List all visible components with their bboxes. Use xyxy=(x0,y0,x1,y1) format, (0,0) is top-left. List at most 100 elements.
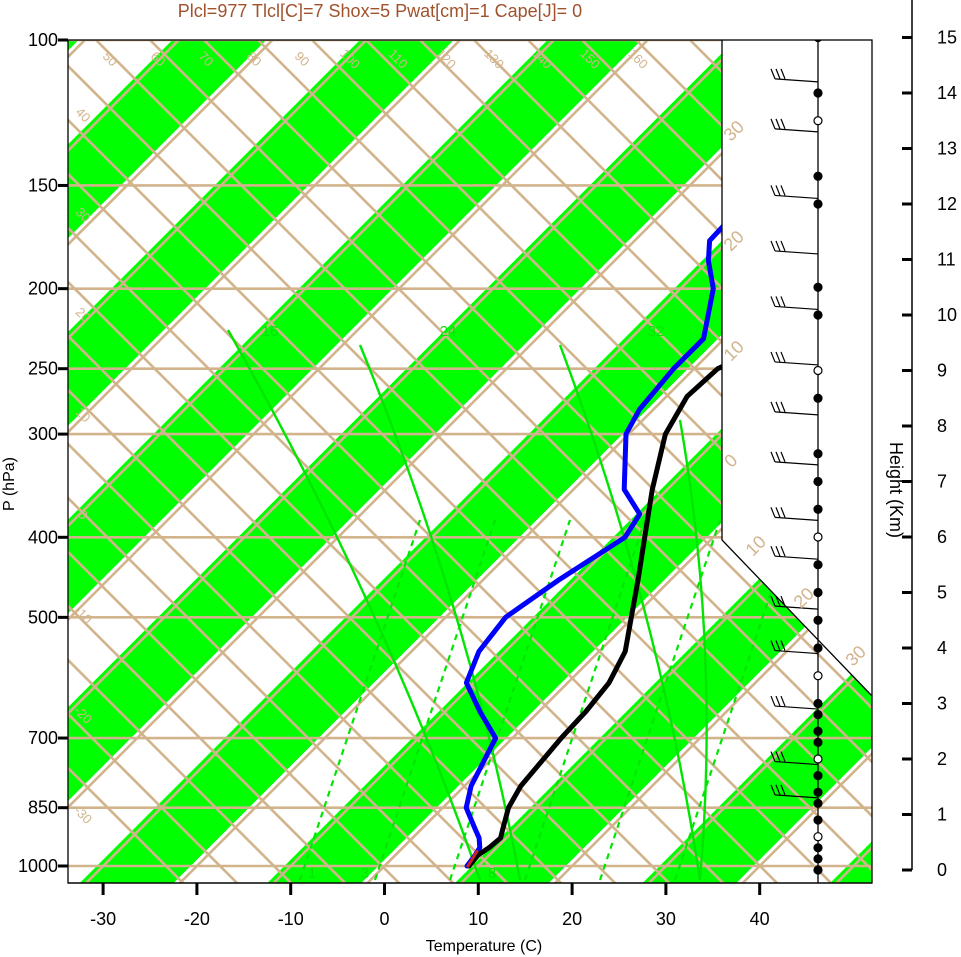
wind-barb-flag xyxy=(770,507,776,518)
adiabat-line xyxy=(473,40,872,440)
mixing-ratio-lines xyxy=(226,329,797,881)
mixing-ratio-label: 32 xyxy=(648,323,665,340)
wind-level-marker xyxy=(813,449,823,459)
y-axis-title: P (hPa) xyxy=(1,457,18,511)
wind-barb-flag xyxy=(770,185,776,196)
isotherm-line xyxy=(68,40,838,810)
height-tick-label: 4 xyxy=(937,638,947,658)
wind-barb-flag xyxy=(775,240,781,252)
adiabat-line xyxy=(68,496,455,883)
wind-barb-flag xyxy=(780,545,786,557)
wind-barb-flag xyxy=(770,640,776,651)
height-tick-label: 12 xyxy=(937,194,957,214)
y-tick-label: 1000 xyxy=(18,856,58,876)
adiabat-band xyxy=(68,40,79,51)
wind-barb xyxy=(774,128,819,133)
height-tick-label: 7 xyxy=(937,472,947,492)
wind-barb-flag xyxy=(780,507,786,518)
wind-barb-flag xyxy=(780,240,786,252)
wind-level-marker xyxy=(813,587,823,598)
x-tick-label: 0 xyxy=(379,909,389,929)
wind-level-marker xyxy=(813,560,823,570)
adiabat-band xyxy=(267,278,872,883)
adiabat-line xyxy=(149,40,872,764)
x-tick-label: 30 xyxy=(656,909,676,929)
wind-barb-flag xyxy=(770,695,776,707)
parcel-line xyxy=(466,849,479,868)
wind-level-marker xyxy=(813,671,823,681)
wind-barb-flag xyxy=(780,695,786,707)
wind-level-marker xyxy=(813,476,823,487)
mixing-ratio-line xyxy=(673,519,797,881)
wind-level-marker xyxy=(813,88,823,98)
wind-level-marker xyxy=(813,854,823,864)
adiabat-line xyxy=(257,40,872,656)
x-tick-label: 10 xyxy=(468,909,488,929)
wind-barb-flag xyxy=(780,401,786,413)
wind-barb xyxy=(775,12,818,15)
wind-barb-flag xyxy=(775,451,781,463)
axes: -30 -20 -10 0 10 20 30 401001502002503004005007… xyxy=(18,0,957,929)
wind-barb xyxy=(774,605,819,610)
wind-barb xyxy=(774,794,819,799)
wind-barb-flag xyxy=(775,296,781,307)
x-axis-title: Temperature (C) xyxy=(426,938,542,955)
adiabat-band xyxy=(68,40,829,801)
moist-adiabat-line xyxy=(558,344,702,881)
wind-barb xyxy=(774,461,819,466)
wind-panel-mask xyxy=(722,40,872,696)
wind-barb-flag xyxy=(775,507,781,518)
height-tick-label: 10 xyxy=(937,305,957,325)
isotherm-line xyxy=(178,189,872,883)
wind-barb-flag xyxy=(770,240,776,252)
wind-barb-flag xyxy=(775,401,781,413)
wind-barb-flag xyxy=(770,401,776,413)
wind-barb-flag xyxy=(775,640,781,651)
x-tick-label: 40 xyxy=(750,909,770,929)
wind-barb xyxy=(774,516,819,521)
adiabat-line xyxy=(68,658,293,883)
adiabat-band xyxy=(830,841,872,883)
mixing-ratio-line xyxy=(523,519,647,881)
wind-barb-flag xyxy=(775,784,781,796)
height-tick-label: 6 xyxy=(937,527,947,547)
wind-level-marker xyxy=(813,754,823,764)
wind-barb xyxy=(774,361,819,366)
x-tick-label: -20 xyxy=(184,909,210,929)
y-tick-label: 250 xyxy=(28,359,58,379)
isotherm-line xyxy=(68,40,462,434)
mixing-ratio-label: 3 xyxy=(361,865,369,882)
mixing-ratio-label: 1 xyxy=(308,865,316,882)
height-tick-label: 3 xyxy=(937,694,947,714)
wind-barb-flag xyxy=(770,118,776,130)
wind-level-marker xyxy=(813,282,823,292)
isotherm-line xyxy=(647,658,872,883)
height-tick-label: 5 xyxy=(937,583,947,603)
isotherm-label: 50 xyxy=(100,48,121,69)
height-tick-label: 8 xyxy=(937,416,947,436)
wind-barb xyxy=(774,649,819,655)
height-tick-label: 2 xyxy=(937,749,947,769)
wind-barb xyxy=(774,305,819,311)
wind-level-marker xyxy=(813,643,823,653)
wind-barb xyxy=(774,411,819,416)
height-tick-label: 1 xyxy=(937,805,947,825)
wind-barb-flag xyxy=(770,296,776,307)
wind-level-marker xyxy=(813,709,823,720)
wind-barb-flag xyxy=(770,351,776,363)
sounding-profiles xyxy=(463,71,872,869)
isotherm-line xyxy=(68,40,650,622)
mixing-ratio-label: 24 xyxy=(440,323,457,340)
wind-level-marker xyxy=(813,798,823,809)
wind-barb-flag xyxy=(780,595,786,607)
moist-adiabat-line xyxy=(358,344,522,881)
height-tick-label: 15 xyxy=(937,28,957,48)
isotherm-line xyxy=(68,40,275,247)
mixing-ratio-line xyxy=(298,519,422,881)
adiabat-line xyxy=(68,64,872,872)
adiabat-line xyxy=(68,604,347,883)
wind-barb-flag xyxy=(770,751,776,762)
y-tick-label: 850 xyxy=(28,798,58,818)
wind-barb-flag xyxy=(775,68,781,80)
